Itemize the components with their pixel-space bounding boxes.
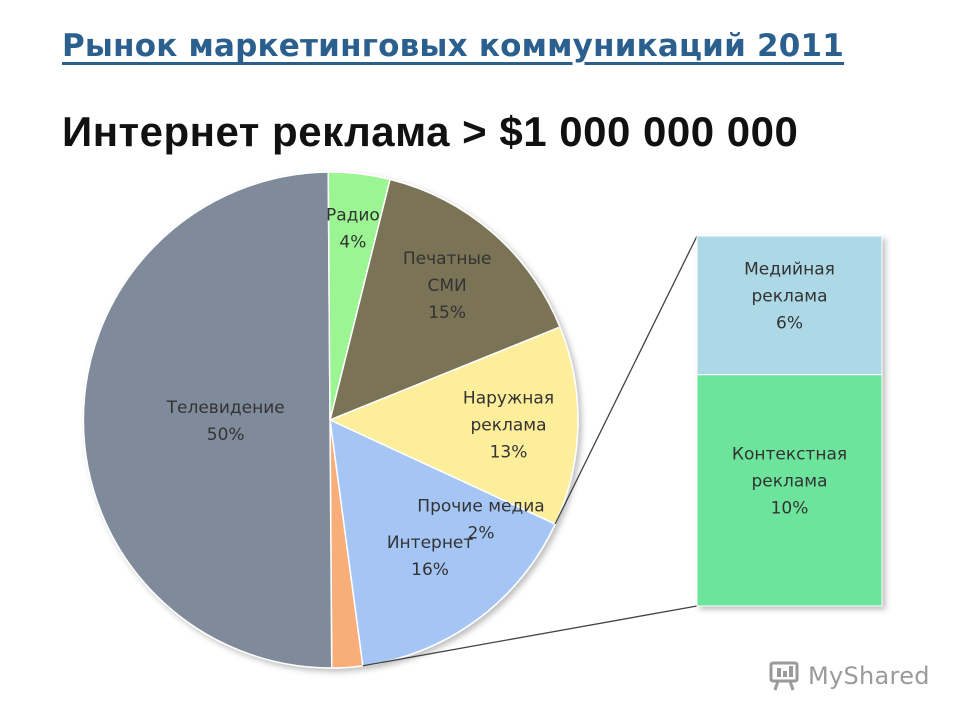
breakdown-connectors	[362, 235, 698, 667]
pie-label-наружная-реклама-line: реклама	[470, 415, 546, 435]
bar-segment-медийная-реклама	[696, 235, 883, 376]
pie-label-радио-line: 4%	[339, 232, 366, 252]
pie-slice-печатные-сми	[328, 178, 561, 422]
pie-slice-наружная-реклама	[328, 326, 579, 526]
connector-line-top	[554, 235, 698, 525]
bar-label-медийная-реклама-line: реклама	[751, 286, 827, 306]
pie-label-печатные-сми: Печатные СМИ 15%	[403, 249, 492, 323]
pie-label-интернет: Интернет 16%	[387, 533, 474, 580]
pie-label-наружная-реклама-line: 13%	[490, 442, 528, 462]
bar-label-медийная-реклама-line: Медийная	[744, 259, 835, 279]
pie-label-наружная-реклама-line: Наружная	[463, 388, 554, 408]
pie-label-прочие-медиа: Прочие медиа 2%	[417, 497, 544, 544]
watermark-text: MyShared	[808, 662, 930, 690]
connector-line-bottom	[362, 605, 698, 667]
slide-subtitle: Интернет реклама > $1 000 000 000	[62, 108, 799, 155]
pie-label-телевидение: Телевидение 50%	[166, 398, 285, 445]
internet-breakdown-bar	[696, 235, 883, 607]
pie-label-радио: Радио 4%	[326, 205, 380, 252]
pie-label-прочие-медиа-line: Прочие медиа	[417, 497, 544, 517]
pie-label-прочие-медиа-line: 2%	[468, 524, 495, 544]
myshared-watermark: MyShared	[768, 656, 930, 696]
pie-label-интернет-line: Интернет	[387, 533, 474, 553]
pie-label-радио-line: Радио	[326, 205, 380, 225]
bar-label-контекстная-реклама: Контекстная реклама 10%	[732, 444, 847, 518]
pie-chart	[82, 171, 579, 669]
pie-label-телевидение-line: 50%	[207, 425, 245, 445]
bar-label-медийная-реклама-line: 6%	[776, 313, 803, 333]
bar-segment-контекстная-реклама	[696, 374, 883, 607]
pie-label-печатные-сми-line: Печатные	[403, 249, 492, 269]
pie-labels: Печатные СМИ 15% Наружная реклама 13% Интернет…	[166, 205, 554, 580]
pie-label-наружная-реклама: Наружная реклама 13%	[463, 388, 554, 462]
slide-title: Рынок маркетинговых коммуникаций 2011	[62, 28, 845, 64]
bar-label-контекстная-реклама-line: 10%	[771, 498, 809, 518]
pie-label-телевидение-line: Телевидение	[166, 398, 285, 418]
pie-label-печатные-сми-line: 15%	[428, 303, 466, 323]
bar-labels: Медийная реклама 6% Контекстная реклама 10%	[732, 259, 847, 518]
pie-slice-телевидение	[82, 171, 333, 669]
bar-label-контекстная-реклама-line: Контекстная	[732, 444, 847, 464]
pie-slice-радио	[327, 171, 391, 421]
bar-label-контекстная-реклама-line: реклама	[751, 471, 827, 491]
bar-label-медийная-реклама: Медийная реклама 6%	[744, 259, 835, 333]
myshared-logo-icon	[769, 661, 799, 691]
pie-label-печатные-сми-line: СМИ	[428, 276, 467, 296]
pie-label-интернет-line: 16%	[411, 560, 449, 580]
